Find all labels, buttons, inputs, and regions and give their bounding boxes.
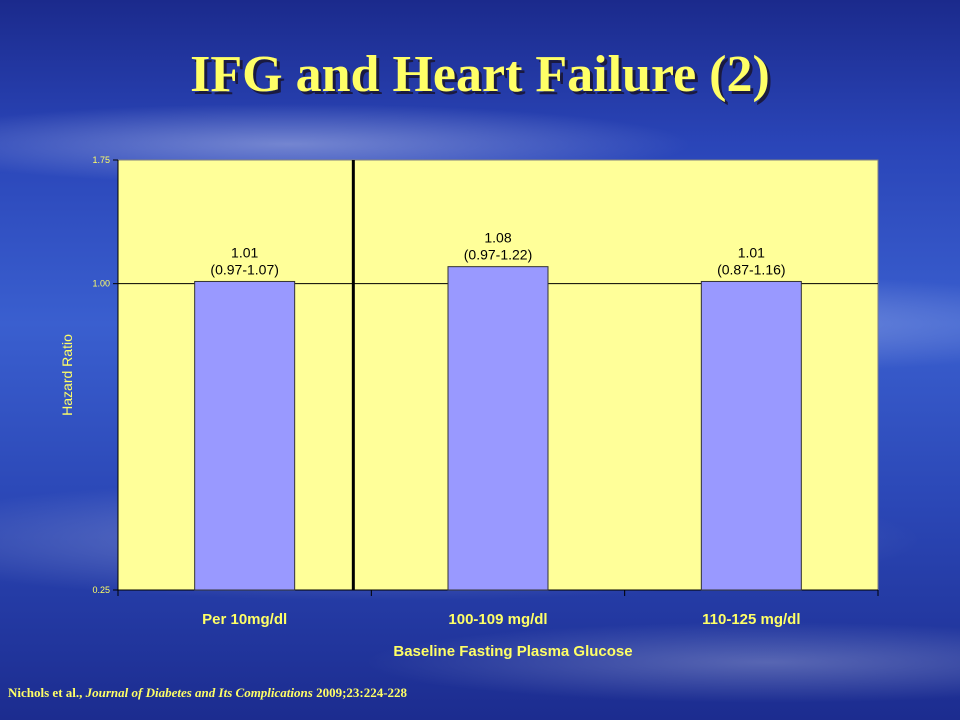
y-tick-label: 1.00 (92, 279, 110, 289)
bar (194, 280, 296, 591)
data-label-ci: (0.87-1.16) (717, 261, 785, 277)
x-tick-label: Per 10mg/dl (202, 611, 287, 628)
data-label-ci: (0.97-1.07) (210, 261, 278, 277)
data-label-value: 1.01 (738, 244, 765, 260)
y-tick-label: 1.75 (92, 155, 110, 165)
x-tick-label: 100-109 mg/dl (448, 611, 547, 628)
data-label-value: 1.08 (484, 230, 511, 246)
bar (447, 266, 549, 591)
data-label-value: 1.01 (231, 244, 258, 260)
data-label-ci: (0.97-1.22) (464, 247, 532, 263)
slide-title: IFG and Heart Failure (2) (190, 46, 770, 103)
x-tick-label: 110-125 mg/dl (702, 611, 800, 628)
y-axis-title: Hazard Ratio (59, 334, 75, 416)
citation-authors: Nichols et al., (8, 685, 83, 700)
x-axis-title: Baseline Fasting Plasma Glucose (393, 643, 632, 660)
bar (700, 280, 802, 591)
y-tick-label: 0.25 (92, 585, 110, 595)
citation-journal: Journal of Diabetes and Its Complication… (85, 685, 313, 700)
citation: Nichols et al., Journal of Diabetes and … (8, 685, 407, 701)
citation-ref: 2009;23:224-228 (316, 685, 408, 700)
